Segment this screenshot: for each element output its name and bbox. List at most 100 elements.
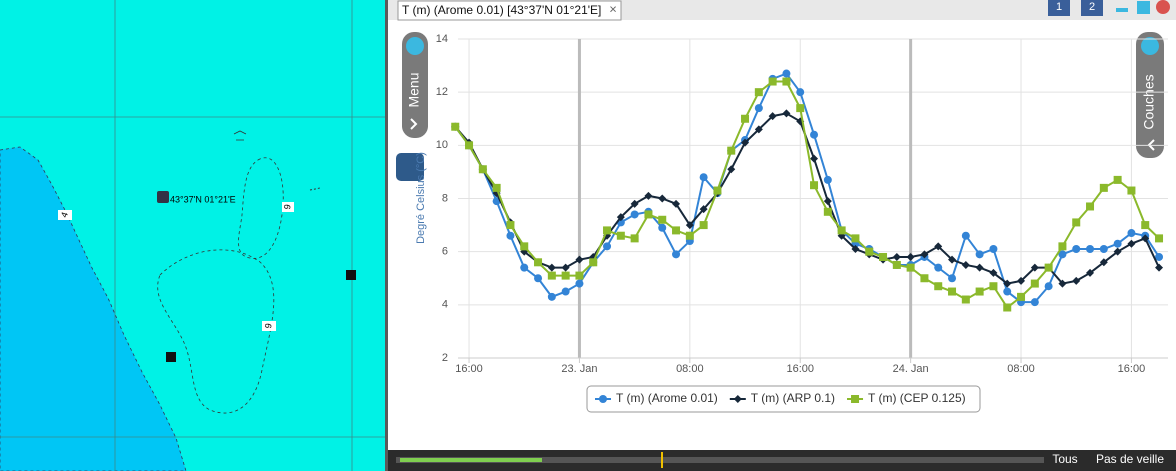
data-point: [823, 197, 832, 206]
data-point: [892, 260, 901, 269]
close-button[interactable]: [1156, 0, 1170, 14]
y-tick-label: 12: [436, 86, 448, 98]
data-point: [1017, 276, 1026, 285]
data-point: [644, 210, 653, 219]
x-tick-label: 23. Jan: [561, 363, 597, 375]
x-tick-label: 16:00: [1118, 363, 1146, 375]
y-tick-label: 4: [442, 299, 448, 311]
data-point: [810, 130, 819, 139]
x-tick-label: 16:00: [786, 363, 814, 375]
data-point: [547, 263, 556, 272]
legend-label: T (m) (Arome 0.01): [616, 391, 718, 405]
data-point: [534, 274, 543, 283]
legend-label: T (m) (ARP 0.1): [751, 391, 835, 405]
y-tick-label: 6: [442, 246, 448, 258]
data-point: [492, 183, 501, 192]
data-point: [561, 287, 570, 296]
data-point: [989, 245, 998, 254]
y-tick-label: 2: [442, 352, 448, 364]
data-point: [547, 271, 556, 280]
data-point: [1113, 247, 1122, 256]
data-point: [727, 146, 736, 155]
data-point: [478, 165, 487, 174]
data-point: [1072, 276, 1081, 285]
data-point: [892, 252, 901, 261]
depth-label: 9: [263, 323, 274, 330]
data-point: [506, 221, 515, 230]
data-point: [989, 282, 998, 291]
data-point: [961, 231, 970, 240]
data-point: [741, 114, 750, 123]
y-tick-label: 14: [436, 33, 448, 45]
series-line: [454, 112, 1160, 285]
data-point: [658, 223, 667, 232]
screen-button[interactable]: [1048, 0, 1070, 16]
data-point: [658, 215, 667, 224]
data-point: [796, 104, 805, 113]
data-point: [1155, 263, 1164, 272]
standby-button[interactable]: Pas de veille: [1096, 452, 1164, 466]
tab-close[interactable]: ×: [609, 1, 617, 16]
data-point: [685, 231, 694, 240]
data-point: [906, 252, 915, 261]
tab[interactable]: [397, 0, 622, 21]
coordinate-label: 43°37'N 01°21'E: [170, 194, 236, 204]
layers-button[interactable]: [1136, 32, 1164, 158]
data-point: [644, 191, 653, 200]
data-point: [589, 258, 598, 267]
data-point: [948, 287, 957, 296]
data-point: [948, 255, 957, 264]
depth-label: 9: [282, 204, 293, 211]
data-point: [1141, 234, 1150, 243]
legend-marker: [733, 395, 742, 403]
data-point: [713, 186, 722, 195]
data-point: [920, 250, 929, 259]
data-point: [685, 221, 694, 230]
data-point: [754, 104, 763, 113]
data-point: [1058, 279, 1067, 288]
x-tick-label: 24. Jan: [893, 363, 929, 375]
data-point: [1141, 221, 1150, 230]
screen-button[interactable]: [1081, 0, 1103, 16]
data-point: [851, 234, 860, 243]
data-point: [1030, 263, 1039, 272]
data-point: [934, 282, 943, 291]
data-point: [630, 234, 639, 243]
x-tick-label: 08:00: [1007, 363, 1035, 375]
weather-button[interactable]: [396, 153, 424, 181]
data-point: [975, 287, 984, 296]
legend-marker: [851, 395, 860, 403]
data-point: [1030, 298, 1039, 307]
map: 43°37'N 01°21'E 4 9 9: [0, 0, 386, 471]
data-point: [810, 154, 819, 163]
data-point: [865, 247, 874, 256]
legend-label: T (m) (CEP 0.125): [868, 391, 966, 405]
data-point: [658, 194, 667, 203]
data-point: [1127, 229, 1136, 238]
data-point: [672, 226, 681, 235]
data-point: [768, 112, 777, 121]
data-point: [1127, 239, 1136, 248]
data-point: [616, 213, 625, 222]
all-button[interactable]: Tous: [1052, 452, 1077, 466]
timeline[interactable]: [396, 457, 1044, 463]
data-point: [1003, 279, 1012, 288]
data-point: [810, 181, 819, 190]
menu-button[interactable]: [402, 32, 428, 138]
data-point: [989, 268, 998, 277]
data-point: [603, 242, 612, 251]
minimize-button[interactable]: [1116, 8, 1128, 12]
data-point: [1058, 242, 1067, 251]
data-point: [934, 242, 943, 251]
data-point: [796, 88, 805, 97]
data-point: [1072, 245, 1081, 254]
series-line: [454, 72, 1160, 304]
data-point: [1072, 218, 1081, 227]
chart: Degré Celsius (°C) 2 4 6 8 10 12 14 16:00 23. Ja…: [415, 33, 1168, 375]
data-point: [1099, 245, 1108, 254]
data-point: [823, 175, 832, 184]
data-point: [782, 77, 791, 86]
data-point: [520, 263, 529, 272]
maximize-button[interactable]: [1137, 1, 1150, 14]
